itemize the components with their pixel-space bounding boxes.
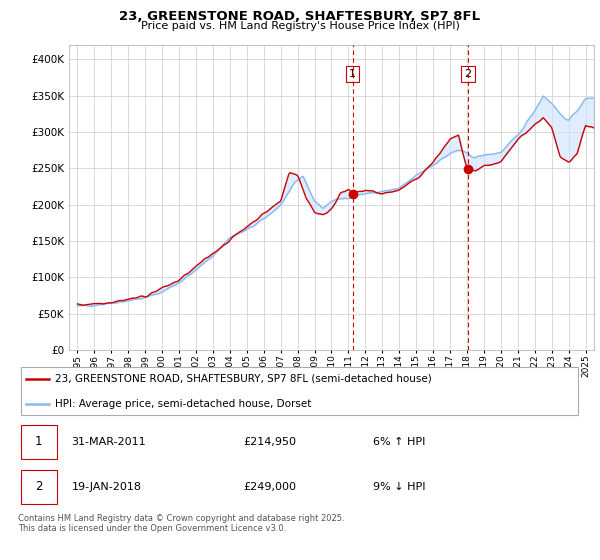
Text: 2: 2 xyxy=(35,480,43,493)
Text: 31-MAR-2011: 31-MAR-2011 xyxy=(71,437,146,447)
Text: 2: 2 xyxy=(464,69,472,79)
Text: 23, GREENSTONE ROAD, SHAFTESBURY, SP7 8FL (semi-detached house): 23, GREENSTONE ROAD, SHAFTESBURY, SP7 8F… xyxy=(55,374,431,384)
Text: 23, GREENSTONE ROAD, SHAFTESBURY, SP7 8FL: 23, GREENSTONE ROAD, SHAFTESBURY, SP7 8F… xyxy=(119,10,481,23)
Text: Contains HM Land Registry data © Crown copyright and database right 2025.
This d: Contains HM Land Registry data © Crown c… xyxy=(18,514,344,534)
Text: 19-JAN-2018: 19-JAN-2018 xyxy=(71,482,142,492)
Text: HPI: Average price, semi-detached house, Dorset: HPI: Average price, semi-detached house,… xyxy=(55,399,311,409)
Text: 6% ↑ HPI: 6% ↑ HPI xyxy=(373,437,425,447)
Text: 1: 1 xyxy=(349,69,356,79)
Text: Price paid vs. HM Land Registry's House Price Index (HPI): Price paid vs. HM Land Registry's House … xyxy=(140,21,460,31)
FancyBboxPatch shape xyxy=(21,367,578,414)
Text: £249,000: £249,000 xyxy=(244,482,296,492)
Text: 1: 1 xyxy=(35,435,43,449)
FancyBboxPatch shape xyxy=(21,470,58,503)
FancyBboxPatch shape xyxy=(21,425,58,459)
Text: £214,950: £214,950 xyxy=(244,437,296,447)
Text: 9% ↓ HPI: 9% ↓ HPI xyxy=(373,482,426,492)
